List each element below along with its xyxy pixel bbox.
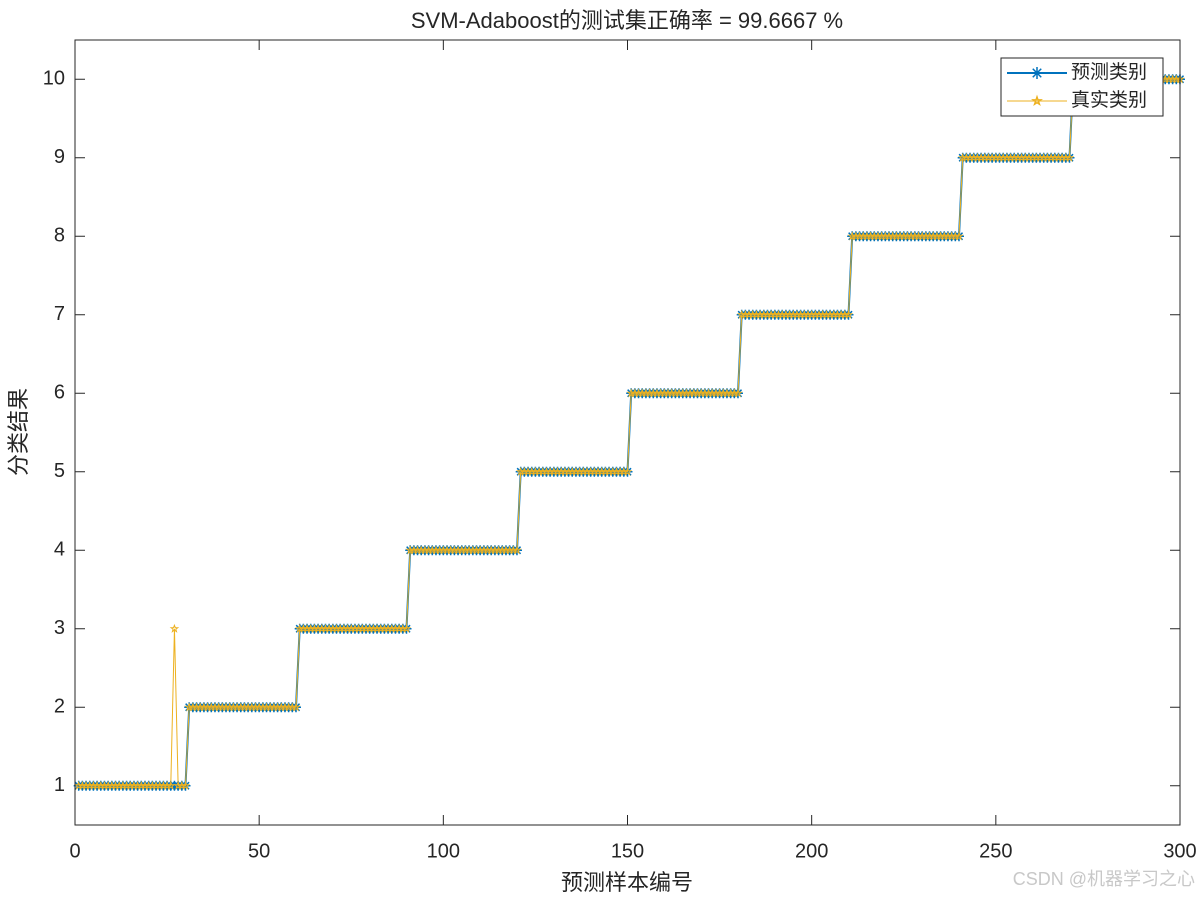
x-tick-label: 250 [979,840,1012,862]
chart-title: SVM-Adaboost的测试集正确率 = 99.6667 % [411,8,843,33]
data-point [622,466,633,476]
y-tick-label: 3 [54,617,65,639]
data-point [291,702,301,712]
legend-box [1000,57,1164,117]
y-tick-label: 5 [54,460,65,482]
x-tick-label: 0 [69,840,80,862]
x-tick-label: 150 [611,840,644,862]
data-point [169,623,180,633]
data-point [954,231,964,241]
y-tick-label: 8 [54,225,65,247]
data-point [401,623,412,633]
y-tick-label: 10 [43,68,65,90]
x-axis-label: 预测样本编号 [561,870,693,895]
watermark: CSDN @机器学习之心 [1013,869,1195,889]
y-tick-label: 2 [54,696,65,718]
x-tick-label: 100 [427,840,460,862]
y-tick-label: 7 [54,303,65,325]
data-point [733,388,743,398]
data-point [165,780,176,790]
y-tick-label: 6 [54,382,65,404]
y-tick-label: 9 [54,146,65,168]
data-point [843,309,854,319]
plot-background [75,40,1180,825]
x-tick-label: 200 [795,840,828,862]
series-line [78,78,1180,787]
legend-marker [1031,94,1043,107]
legend-label: 预测类别 [1071,61,1147,83]
data-point [1064,152,1075,162]
data-point [512,545,522,555]
y-axis-label: 分类结果 [6,388,31,476]
x-tick-label: 50 [248,840,270,862]
legend-marker [1031,67,1043,79]
legend-label: 真实类别 [1071,89,1147,111]
axes-box [74,39,1181,826]
x-tick-label: 300 [1163,840,1196,862]
y-tick-label: 4 [54,539,65,561]
y-tick-label: 1 [54,774,65,796]
data-point [180,780,191,790]
